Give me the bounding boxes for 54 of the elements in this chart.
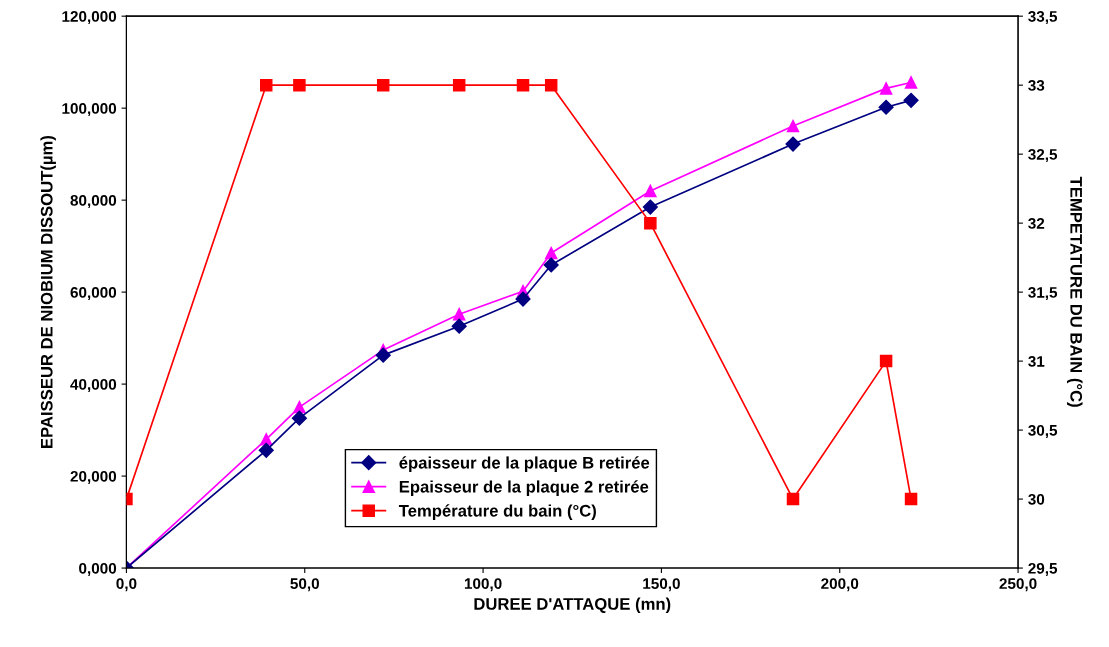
point — [904, 76, 918, 89]
x-tick-label: 250,0 — [999, 578, 1037, 592]
y-tick-label: 20,000 — [70, 470, 117, 484]
point — [375, 347, 391, 363]
y-tick-label: 40,000 — [70, 378, 117, 392]
point — [644, 216, 657, 230]
y-tick-label: 60,000 — [70, 286, 117, 301]
x-tick-label: 100,0 — [464, 578, 502, 592]
x-tick-label: 200,0 — [821, 578, 859, 592]
y-tick-label: 80,000 — [70, 195, 117, 209]
point — [904, 492, 918, 506]
y2-tick-label: 31 — [1028, 355, 1045, 367]
point — [879, 82, 893, 95]
y2-axis-title: TEMPETATURE DU BAIN (°C) — [1066, 176, 1083, 407]
point — [451, 318, 467, 334]
legend-label: épaisseur de la plaque B retirée — [399, 456, 650, 472]
y2-tick-label: 30 — [1028, 493, 1045, 505]
point — [544, 246, 558, 260]
y-tick-label: 0,000 — [79, 562, 117, 576]
y2-tick-label: 31,5 — [1028, 286, 1058, 301]
point — [879, 354, 893, 368]
point — [785, 136, 801, 152]
point — [543, 257, 559, 273]
y2-tick-label: 32 — [1028, 218, 1045, 229]
point — [376, 78, 390, 92]
point — [878, 99, 894, 115]
y2-tick-label: 33,5 — [1028, 11, 1058, 25]
point — [452, 78, 466, 92]
point — [293, 78, 306, 92]
point — [544, 78, 558, 92]
point — [786, 119, 800, 133]
point — [259, 78, 273, 92]
y-tick-label: 120,000 — [62, 11, 117, 25]
x-tick-label: 150,0 — [643, 578, 680, 592]
point — [786, 492, 800, 506]
y-axis-title: EPAISSEUR DE NIOBIUM DISSOUT(µm) — [40, 135, 56, 448]
y2-tick-label: 29,5 — [1028, 562, 1058, 576]
point — [452, 307, 466, 321]
point — [291, 410, 307, 426]
legend-label: Epaisseur de la plaque 2 retirée — [399, 480, 649, 496]
point — [642, 199, 658, 215]
y2-tick-label: 33 — [1028, 80, 1045, 91]
x-tick-label: 0,0 — [116, 578, 137, 592]
point — [644, 184, 657, 198]
legend-label: Température du bain (°C) — [398, 504, 596, 520]
y2-tick-label: 32,5 — [1028, 149, 1058, 163]
point — [903, 92, 919, 108]
x-axis-title: DUREE D'ATTAQUE (mn) — [474, 597, 671, 614]
x-tick-label: 50,0 — [290, 578, 319, 592]
point — [258, 442, 274, 458]
y2-tick-label: 30,5 — [1028, 424, 1058, 438]
y-tick-label: 100,000 — [62, 103, 117, 117]
point — [515, 291, 531, 307]
point — [516, 78, 530, 92]
